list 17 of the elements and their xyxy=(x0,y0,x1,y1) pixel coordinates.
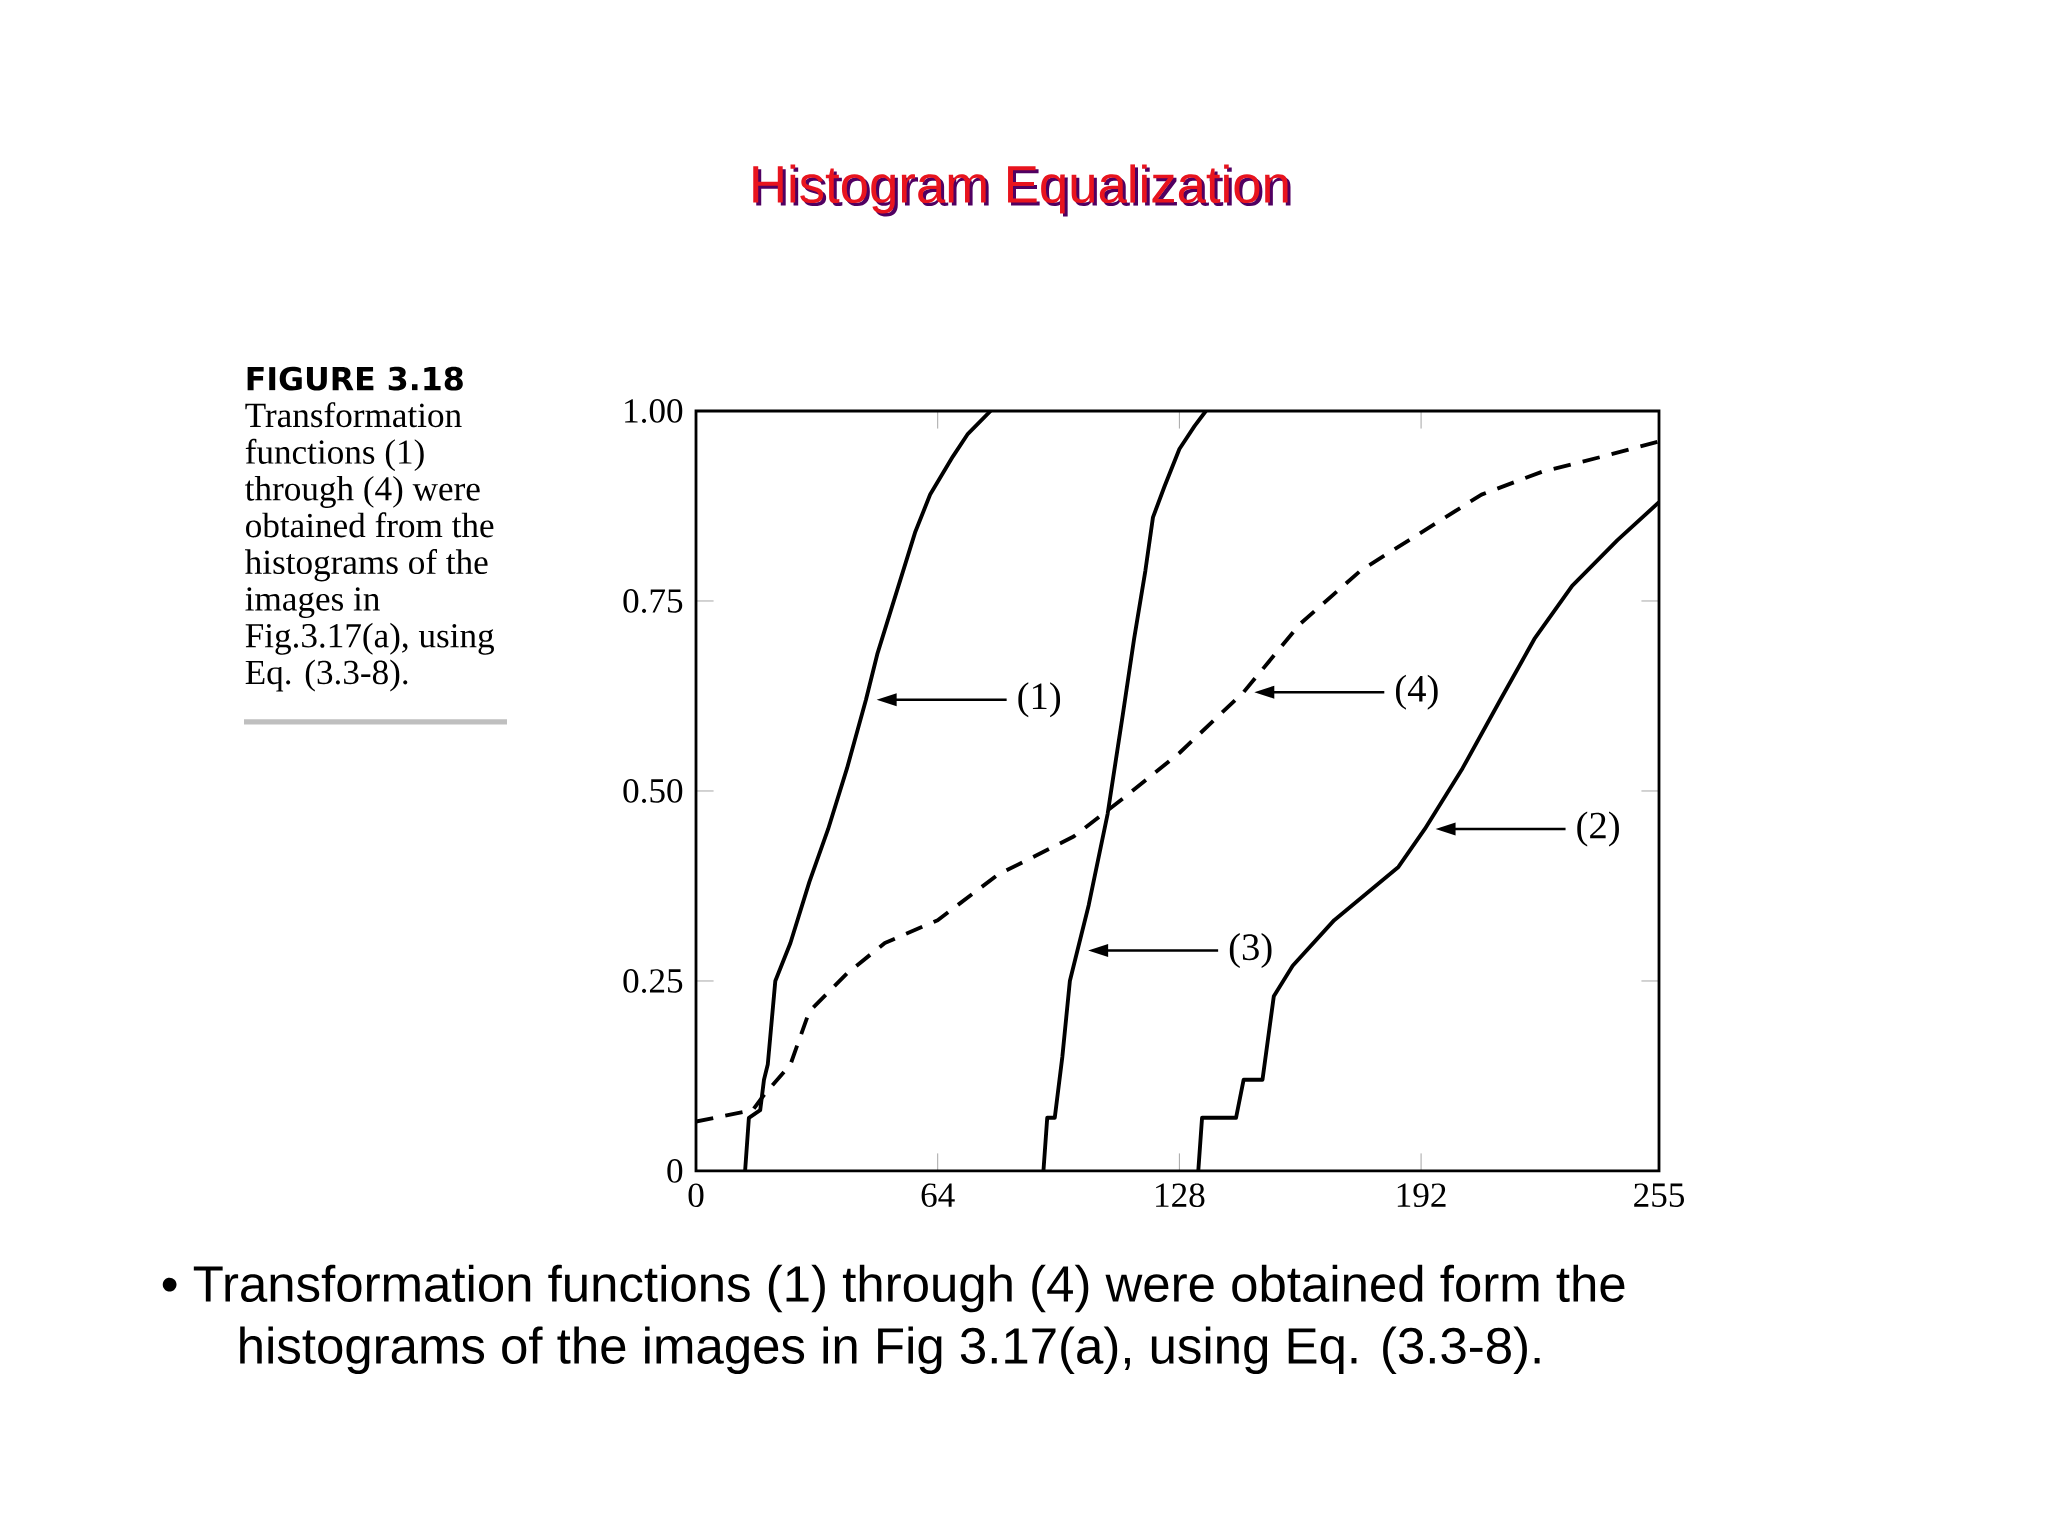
annotation: (2) xyxy=(1577,811,1619,847)
annotation: (1) xyxy=(1018,682,1061,718)
x-tick-label: 128 xyxy=(1156,1183,1205,1208)
x-tick-label: 64 xyxy=(921,1183,955,1208)
y-tick-label: 1.00 xyxy=(625,399,683,423)
annotation: (3) xyxy=(1229,933,1272,969)
y-tick-label: 0.50 xyxy=(623,779,683,803)
text: Transformation functions (1) through (4) were obtained from the histograms of the images in Fig.3.17(a), using Eq. (3.3-8). xyxy=(245,402,494,692)
y-tick-label: 0 xyxy=(667,1159,683,1183)
y-tick-label: 0.75 xyxy=(623,589,683,613)
y-tick-label: 0.25 xyxy=(623,969,683,993)
text: • Transformation functions (1) through (4) were obtained form the histograms of the images in Fig 3.17(a), using Eq. (3.3-8). xyxy=(162,1264,1625,1375)
caption: FIGURE 3.18 xyxy=(247,366,463,391)
x-tick-label: 0 xyxy=(688,1183,704,1208)
x-tick-label: 192 xyxy=(1397,1183,1446,1208)
x-tick-label: 255 xyxy=(1634,1183,1684,1208)
annotation: (4) xyxy=(1396,674,1438,710)
